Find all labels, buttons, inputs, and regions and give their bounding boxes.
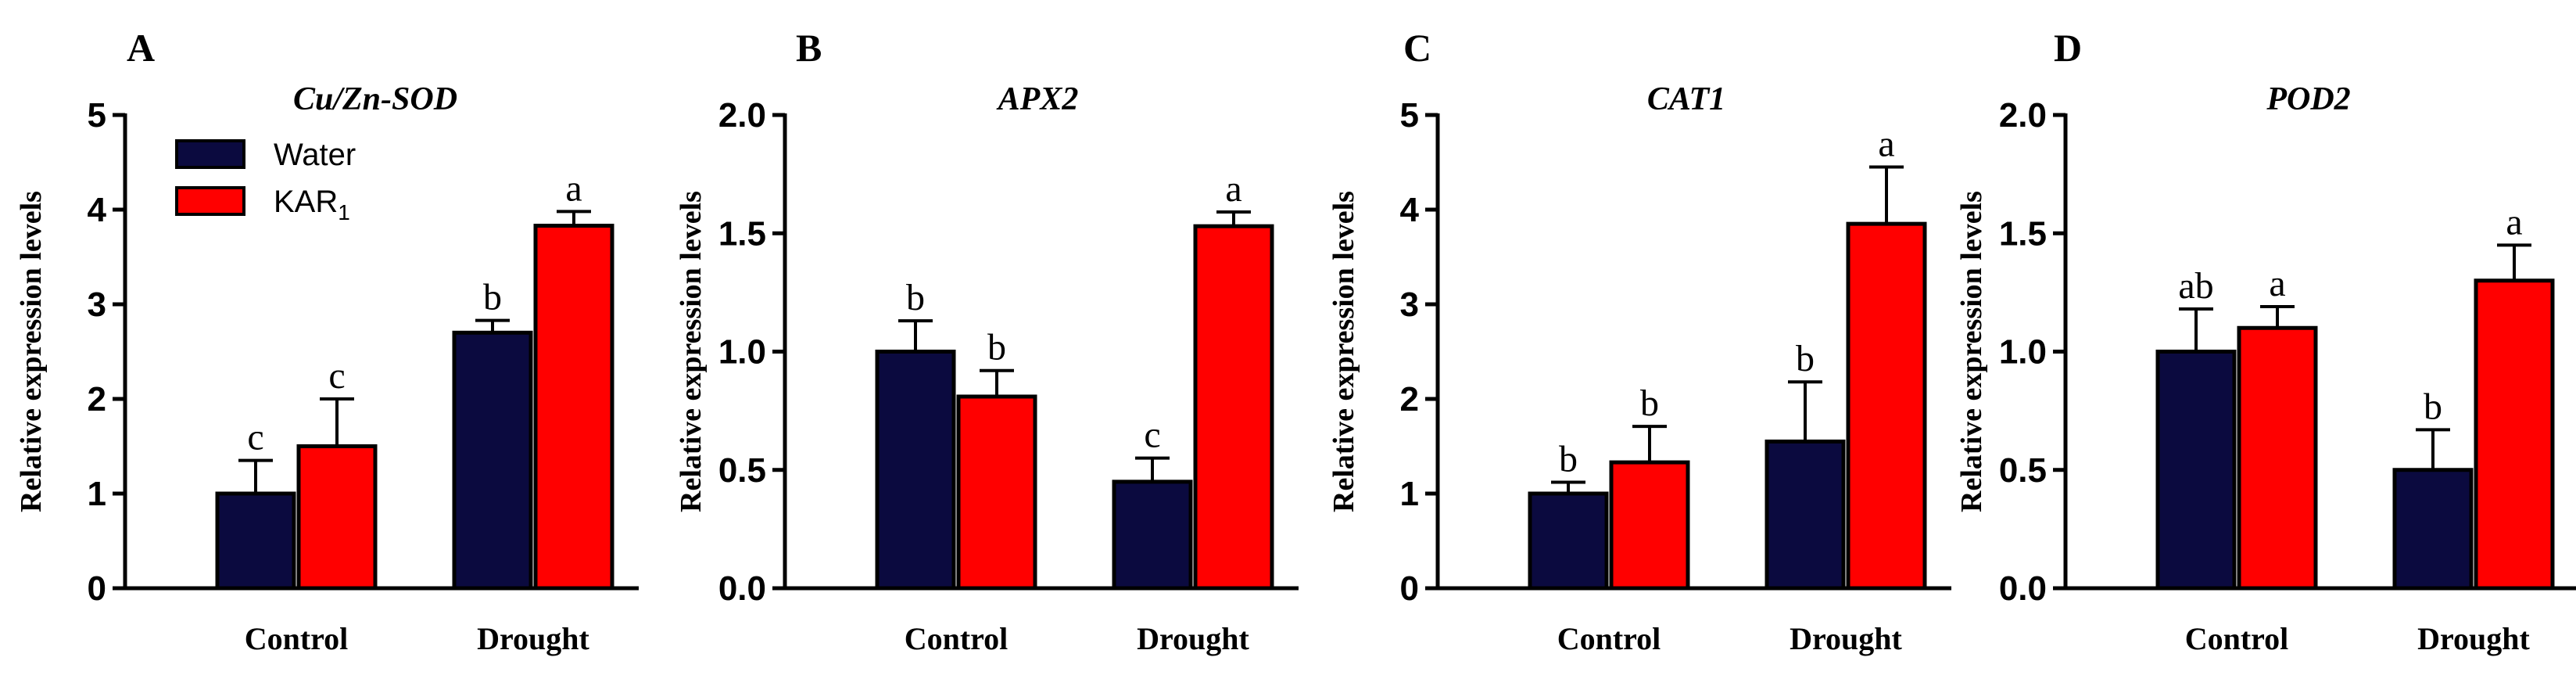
chart-title: CAT1	[1647, 81, 1725, 117]
y-axis-label: Relative expression levels	[1955, 191, 1988, 512]
y-tick-label: 4	[88, 191, 107, 229]
x-category-label: Control	[2185, 621, 2289, 656]
bar-kar1-drought	[1846, 221, 1927, 591]
y-tick-label: 1.5	[1999, 214, 2047, 253]
bar-kar1-drought	[533, 224, 614, 591]
x-category-label: Drought	[1790, 621, 1902, 656]
significance-letter: b	[987, 327, 1006, 368]
bar-kar1-control	[956, 394, 1037, 591]
bar-water-drought	[1765, 439, 1846, 591]
legend-subscript: 1	[338, 200, 350, 224]
bar-kar1-control	[1609, 460, 1690, 591]
bar-kar1-drought	[2474, 278, 2555, 591]
panel-letter: C	[1403, 26, 1431, 70]
y-tick-label: 5	[88, 96, 106, 135]
significance-letter: b	[1640, 383, 1659, 424]
significance-letter: c	[1144, 415, 1160, 456]
legend-label-water: Water	[274, 138, 356, 172]
significance-letter: ab	[2178, 265, 2213, 307]
y-tick-label: 4	[1400, 191, 1420, 229]
y-tick-label: 1.5	[718, 214, 766, 253]
panel-letter: A	[127, 26, 155, 70]
chart-panel-d: D POD2 Relative expression levels 0.0 0.5 1.0…	[1955, 26, 2576, 656]
x-category-label: Control	[245, 621, 349, 656]
y-tick-label: 5	[1400, 96, 1419, 135]
chart-title: Cu/Zn-SOD	[293, 81, 457, 117]
significance-letter: b	[483, 277, 502, 318]
y-tick-label: 2	[88, 380, 106, 418]
bar-water-control	[215, 491, 296, 591]
chart-panel-c: C CAT1 Relative expression levels 0 1 2 3 4 5 b b C…	[1327, 26, 1951, 656]
y-tick-label: 0.0	[718, 569, 766, 608]
y-tick-label: 1	[1400, 475, 1419, 513]
chart-title: POD2	[2266, 81, 2350, 117]
significance-letter: a	[565, 167, 582, 209]
significance-letter: c	[247, 417, 263, 458]
chart-panel-b: B APX2 Relative expression levels 0.0 0.5 1.0…	[675, 26, 1299, 656]
x-category-label: Drought	[2417, 621, 2530, 656]
bar-water-drought	[452, 330, 533, 591]
significance-letter: a	[2269, 263, 2285, 304]
y-tick-label: 0.5	[1999, 451, 2047, 490]
y-tick-label: 0.0	[1999, 569, 2047, 608]
x-category-label: Drought	[1137, 621, 1249, 656]
bar-water-drought	[1112, 479, 1193, 591]
legend-swatch-water	[175, 139, 245, 169]
significance-letter: b	[1559, 438, 1578, 479]
y-tick-label: 2.0	[1999, 96, 2047, 135]
y-tick-label: 0	[1400, 569, 1419, 608]
bar-kar1-control	[2237, 325, 2318, 591]
bar-water-control	[1528, 491, 1609, 591]
y-tick-label: 1	[88, 475, 106, 513]
significance-letter: a	[2506, 201, 2522, 242]
panel-letter: B	[796, 26, 822, 70]
bar-water-drought	[2392, 468, 2474, 591]
y-tick-label: 2	[1400, 380, 1419, 418]
legend-swatch-kar	[175, 186, 245, 216]
legend: Water KAR1	[175, 138, 356, 224]
significance-letter: b	[906, 277, 925, 318]
significance-letter: c	[328, 355, 345, 397]
y-axis-label: Relative expression levels	[1327, 191, 1360, 512]
y-tick-label: 1.0	[718, 333, 766, 372]
bar-kar1-control	[296, 444, 378, 591]
x-category-label: Control	[1557, 621, 1661, 656]
significance-letter: a	[1878, 124, 1894, 165]
significance-letter: b	[1796, 338, 1815, 379]
legend-label-kar: KAR1	[274, 185, 350, 224]
panel-letter: D	[2054, 26, 2082, 70]
y-axis-label: Relative expression levels	[15, 191, 48, 512]
significance-letter: b	[2424, 386, 2442, 427]
bar-water-control	[2155, 350, 2237, 591]
y-tick-label: 0.5	[718, 451, 766, 490]
significance-letter: a	[1225, 168, 1241, 210]
chart-panel-a: A Cu/Zn-SOD Relative expression levels 0 1 2 3…	[15, 26, 639, 656]
y-axis-label: Relative expression levels	[675, 191, 708, 512]
y-tick-label: 1.0	[1999, 333, 2047, 372]
y-tick-label: 3	[1400, 286, 1419, 324]
x-category-label: Control	[905, 621, 1009, 656]
y-tick-label: 0	[88, 569, 106, 608]
y-tick-label: 2.0	[718, 96, 766, 135]
bar-water-control	[875, 350, 956, 591]
y-tick-label: 3	[88, 286, 106, 324]
chart-title: APX2	[996, 81, 1079, 117]
x-category-label: Drought	[477, 621, 589, 656]
bar-kar1-drought	[1193, 224, 1274, 591]
